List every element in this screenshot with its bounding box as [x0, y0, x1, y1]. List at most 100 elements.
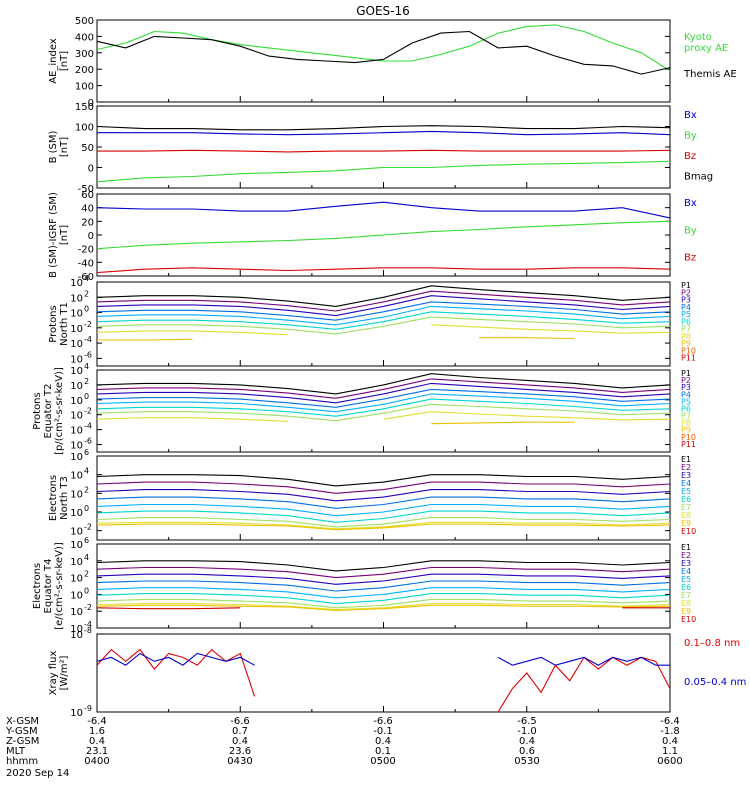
- legend-label: P7: [681, 325, 691, 334]
- series-line-E5: [96, 503, 671, 517]
- y-axis-label: AE_index[nT]: [48, 38, 70, 84]
- legend-label: P9: [681, 426, 691, 435]
- y-tick-label: 10: [70, 324, 83, 335]
- y-tick-label: 200: [75, 65, 94, 76]
- panel-frame: [96, 105, 671, 189]
- x-axis-value: 0.1: [375, 746, 391, 757]
- x-axis-value: 0.4: [519, 736, 535, 747]
- x-axis-value: -6.4: [87, 716, 107, 727]
- series-line-P3: [96, 295, 671, 317]
- series-line-E1: [96, 474, 671, 487]
- y-axis-label-line: [nT]: [59, 225, 70, 245]
- legend-label: E10: [681, 615, 696, 624]
- y-tick-label: 400: [75, 32, 94, 43]
- y-axis-label-line: [nT]: [59, 137, 70, 157]
- y-axis-label-line: Equator T4: [43, 559, 54, 614]
- y-axis-label: B (SM)[nT]: [48, 130, 70, 163]
- y-tick-label: 0: [88, 98, 94, 109]
- legend-label: P5: [681, 397, 691, 406]
- series-line-E7: [96, 517, 671, 528]
- x-axis-value: 0530: [514, 756, 539, 767]
- x-axis-row-label: Y-GSM: [5, 726, 38, 737]
- y-axis-label: ProtonsNorth T1: [48, 302, 70, 346]
- series-line-P7: [96, 316, 671, 335]
- legend: 0.1–0.8 nm 0.05–0.4 nm: [684, 638, 746, 688]
- x-axis-value: 0400: [84, 756, 109, 767]
- y-tick-exponent: -2: [84, 603, 92, 612]
- y-tick-label: 10: [70, 471, 83, 482]
- series-line-P6: [96, 311, 671, 330]
- y-tick-exponent: 4: [84, 553, 89, 562]
- series-line-E3: [96, 489, 671, 502]
- y-axis-label-line: B (SM): [48, 130, 59, 163]
- legend-label: E9: [681, 607, 691, 616]
- y-tick-exponent: 2: [84, 485, 89, 494]
- y-tick-label: 10: [70, 624, 83, 635]
- y-tick-exponent: -9: [84, 704, 92, 713]
- panel-frame: [96, 369, 671, 453]
- x-axis-value: -6.4: [660, 716, 680, 727]
- x-axis-value: 0.4: [232, 736, 248, 747]
- y-tick-exponent: -8: [84, 626, 92, 635]
- series-line-Bz: [96, 267, 671, 274]
- series-line-Bmag: [96, 125, 671, 131]
- legend-label: P4: [681, 390, 691, 399]
- legend-label: E4: [681, 479, 691, 488]
- y-tick-label: 60: [81, 190, 94, 201]
- y-tick-label: 10: [70, 452, 83, 463]
- series-line-Bz: [97, 149, 671, 153]
- x-axis-value: 23.1: [86, 746, 108, 757]
- x-axis-value: 0.7: [232, 726, 248, 737]
- y-tick-label: 10: [70, 708, 83, 719]
- legend-label: Bz: [684, 151, 696, 162]
- series-line-E6: [96, 593, 671, 605]
- legend-label: P1: [681, 281, 691, 290]
- y-tick-exponent: 0: [84, 586, 89, 595]
- y-tick-label: 500: [75, 16, 94, 27]
- y-tick-label: -40: [78, 258, 94, 269]
- y-tick-label: 0: [88, 231, 94, 242]
- series-line-P1: [96, 285, 671, 307]
- legend: Bx By Bz: [684, 198, 697, 264]
- y-tick-label: 10: [70, 527, 83, 538]
- y-axis-label-line: Electrons: [48, 475, 59, 521]
- legend-label: P4: [681, 303, 691, 312]
- y-tick-exponent: -6: [84, 437, 92, 446]
- legend-label: P3: [681, 296, 691, 305]
- y-tick-label: 10: [70, 354, 83, 365]
- y-tick-exponent: 6: [84, 536, 89, 545]
- legend-label: proxy AE: [684, 43, 728, 54]
- y-tick-label: 100: [75, 82, 94, 93]
- series-line-E8: [96, 603, 671, 611]
- series-line-E6: [96, 510, 671, 523]
- y-axis-label: Xray flux[W/m²]: [48, 651, 70, 696]
- y-tick-exponent: 0: [84, 305, 89, 314]
- legend-label: E9: [681, 519, 691, 528]
- y-tick-exponent: -2: [84, 407, 92, 416]
- legend-label: E2: [681, 463, 691, 472]
- series-line-0-1-0-8-nm: [96, 648, 671, 713]
- y-axis-label: ProtonsEquator T2[p/(cm²-s-sr-keV)]: [32, 367, 65, 455]
- y-tick-label: 10: [70, 309, 83, 320]
- y-axis-label-line: AE_index: [48, 38, 59, 84]
- legend-label: E6: [681, 495, 691, 504]
- y-tick-label: 100: [75, 123, 94, 134]
- series-line-By: [96, 160, 671, 183]
- legend-label: E3: [681, 559, 691, 568]
- y-tick-label: -60: [78, 272, 94, 283]
- y-axis-label: ElectronsEquator T4[e/(cm²-s-sr-keV)]: [32, 542, 65, 630]
- legend-label: E7: [681, 591, 691, 600]
- series-line-E4: [96, 580, 671, 592]
- plot-title: GOES-16: [356, 4, 410, 18]
- y-tick-label: 10: [70, 366, 83, 377]
- legend-label: E8: [681, 511, 691, 520]
- legend-label: P8: [681, 419, 691, 428]
- legend-label: P3: [681, 383, 691, 392]
- series-line-P8: [96, 411, 671, 422]
